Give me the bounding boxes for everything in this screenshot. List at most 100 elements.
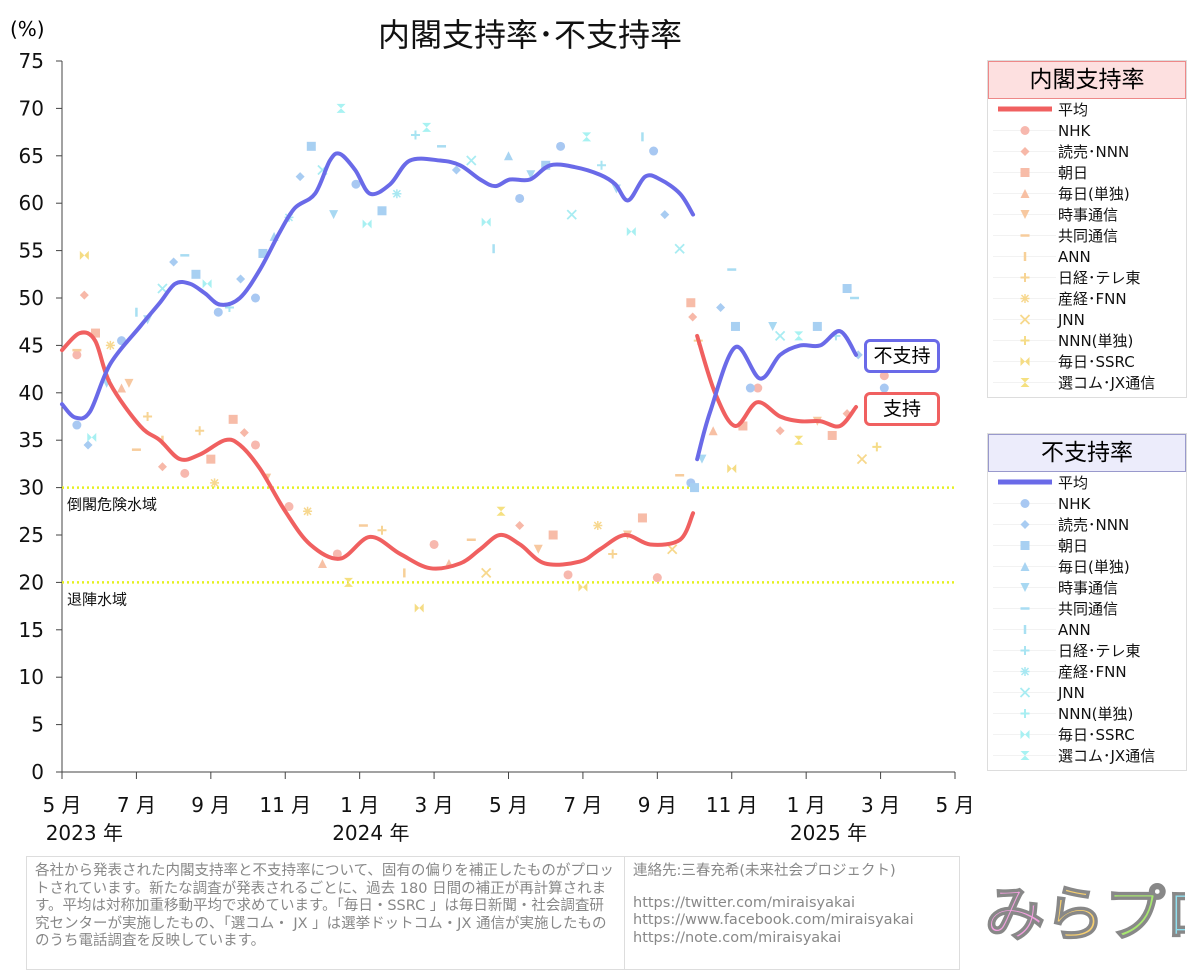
legend-label: 朝日 [1058,164,1089,182]
legend-label: 日経･テレ東 [1058,642,1141,660]
legend-item-pollster: 産経･FNN [988,288,1186,309]
disapprove-tag: 不支持 [864,339,940,373]
approve-point [429,539,439,549]
chart-title: 内閣支持率･不支持率 [377,16,682,54]
legend-label: 産経･FNN [1058,663,1127,681]
y-tick-label: 50 [19,286,44,310]
legend-item-pollster: 毎日(単独) [988,556,1186,577]
y-tick-label: 65 [19,144,44,168]
legend-item-pollster: 選コム･JX通信 [988,745,1186,766]
legend-label: 毎日･SSRC [1058,726,1135,744]
legend-label: JNN [1058,683,1085,702]
approve-point [515,521,525,531]
approve-point [548,530,558,540]
disapprove-point [258,248,268,258]
legend-symbol [988,267,1058,288]
approve-point [414,603,424,613]
approve-point [79,290,89,300]
disapprove-point [842,284,852,294]
disapprove-point [794,331,804,341]
approve-point [157,462,167,472]
disapprove-point [329,210,339,220]
legend-marker [1020,294,1030,303]
legend-label: 毎日･SSRC [1058,353,1135,371]
approve-point [578,582,588,592]
approve-point [563,570,573,580]
disapprove-point [236,274,246,284]
y-tick-label: 15 [19,618,44,642]
legend-label: ANN [1058,620,1091,639]
y-tick-label: 0 [31,760,44,784]
legend-item-average: 平均 [988,472,1186,493]
approve-point [794,435,804,445]
approve-point [481,567,492,579]
legend-symbol [988,514,1058,535]
x-tick-label: 9 月 [638,793,677,817]
legend-symbol [988,330,1058,351]
disapprove-point [169,257,179,267]
legend-label: 日経･テレ東 [1058,269,1141,287]
twitter-link[interactable]: https://twitter.com/miraisyakai [633,894,856,911]
legend-marker [1020,357,1030,366]
legend-marker [1020,126,1030,135]
legend-item-pollster: 朝日 [988,535,1186,556]
legend-symbol [988,535,1058,556]
legend-marker [1020,583,1030,592]
legend-label: 共同通信 [1058,227,1119,245]
y-unit-label: (%) [10,17,45,41]
approve-point [753,383,763,393]
legend-item-pollster: JNN [988,682,1186,703]
legend-label: 共同通信 [1058,600,1119,618]
disapprove-point [660,210,670,220]
legend-label: 毎日(単独) [1058,558,1130,576]
x-tick-label: 5 月 [42,793,81,817]
x-tick-label: 1 月 [340,793,379,817]
disapprove-point [83,440,93,450]
year-label: 2023 年 [46,821,123,845]
legend-label: 読売･NNN [1058,516,1130,534]
legend-item-pollster: NNN(単独) [988,703,1186,724]
legend-item-pollster: 選コム･JX通信 [988,372,1186,393]
legend-item-pollster: 産経･FNN [988,661,1186,682]
y-tick-label: 60 [19,191,44,215]
approve-tag: 支持 [864,392,940,426]
legend-item-average: 平均 [988,99,1186,120]
disapprove-average-line [695,329,859,462]
legend-symbol [988,351,1058,372]
legend-label: NNN(単独) [1058,332,1134,350]
legend-marker [1020,646,1030,655]
x-tick-label: 11 月 [259,793,311,817]
legend-symbol [988,745,1058,766]
legend-marker [1020,189,1030,198]
legend-item-pollster: 毎日･SSRC [988,724,1186,745]
legend-symbol [988,493,1058,514]
approve-legend-title: 内閣支持率 [988,61,1186,99]
disapprove-point [410,130,420,140]
disapprove-point [295,172,305,182]
legend-marker [1020,562,1030,571]
disapprove-point [377,206,387,216]
approve-point [827,430,837,440]
approve-point [879,371,889,381]
facebook-link[interactable]: https://www.facebook.com/miraisyakai [633,912,914,928]
legend-item-pollster: JNN [988,309,1186,330]
legend-label: 朝日 [1058,537,1089,555]
approve-point [228,414,238,424]
approve-average-line [695,333,859,429]
mirapro-logo: みらプロ [985,879,1185,951]
disapprove-legend: 不支持率 平均 NHK 読売･NNN 朝日 毎日(単独) 時事通信 共同通信 ANN 日経･テレ… [987,433,1187,771]
x-tick-label: 11 月 [706,793,758,817]
legend-symbol [988,372,1058,393]
disapprove-legend-title: 不支持率 [988,434,1186,472]
approve-point [727,464,737,474]
disapprove-point [157,283,168,294]
approve-point [317,558,327,568]
note-link[interactable]: https://note.com/miraisyakai [633,929,842,946]
year-label: 2024 年 [332,821,409,845]
approve-point [284,502,294,512]
approve-average-line [60,330,696,571]
legend-label: NHK [1058,121,1091,140]
legend-item-pollster: 朝日 [988,162,1186,183]
contact-box: 連絡先:三春充希(未来社会プロジェクト) https://twitter.com… [624,856,960,970]
